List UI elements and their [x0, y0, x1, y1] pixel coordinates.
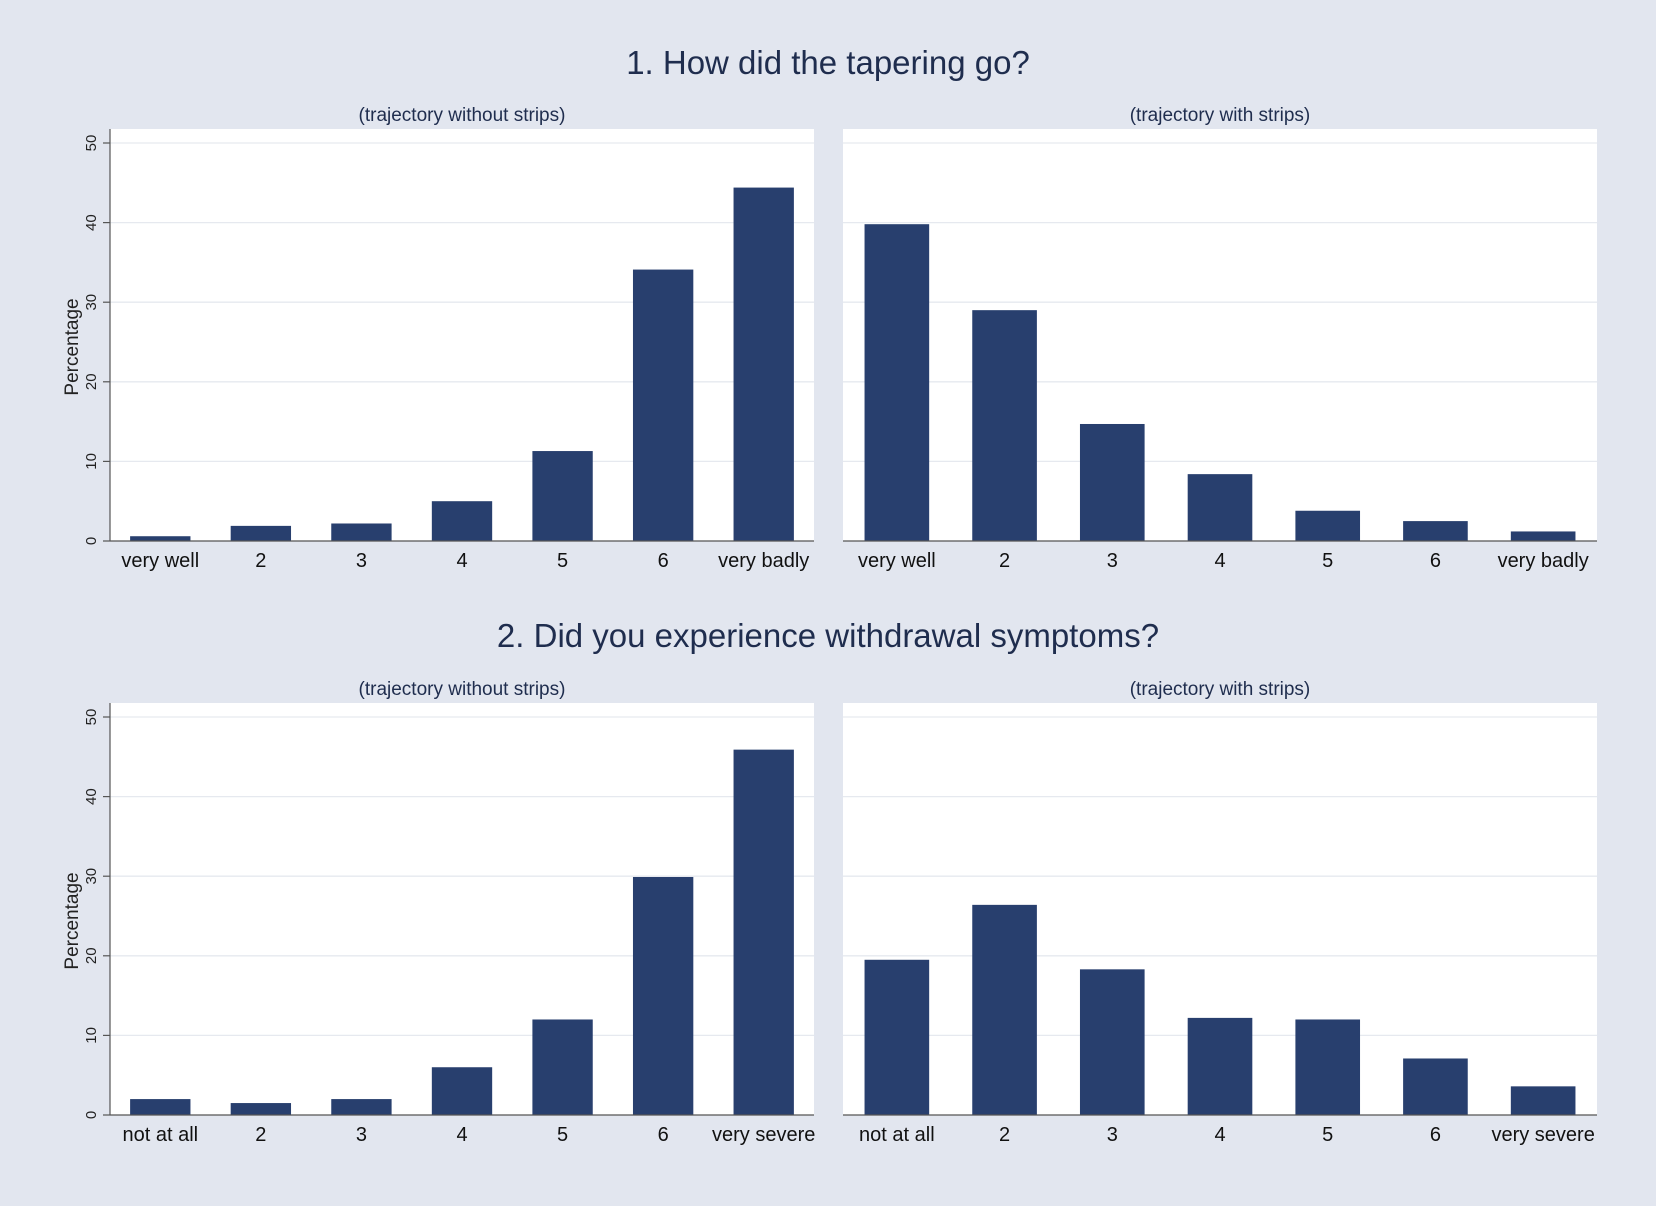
y-tick-label: 0 — [83, 537, 100, 545]
bar — [1079, 423, 1145, 541]
bar — [431, 501, 493, 541]
x-tick-label: 3 — [1107, 1124, 1118, 1146]
panel-subtitle: (trajectory with strips) — [1130, 105, 1311, 126]
bar — [1295, 510, 1361, 541]
x-tick-label: 5 — [557, 550, 568, 572]
bar — [864, 959, 930, 1115]
bar — [230, 1103, 292, 1115]
x-tick-label: 3 — [356, 550, 367, 572]
x-tick-label: 4 — [456, 1124, 467, 1146]
x-tick-label: very severe — [1491, 1124, 1594, 1146]
bar — [331, 1099, 392, 1115]
x-tick-label: 5 — [1322, 1124, 1333, 1146]
x-tick-label: 2 — [999, 550, 1010, 572]
x-tick-label: 6 — [1430, 1124, 1441, 1146]
group-title-1: 1. How did the tapering go? — [626, 44, 1030, 81]
bar — [532, 451, 593, 541]
x-tick-label: very badly — [718, 550, 809, 572]
y-tick-label: 40 — [83, 788, 100, 805]
bar — [1510, 531, 1576, 541]
bar — [130, 536, 191, 541]
y-tick-label: 20 — [83, 947, 100, 964]
x-tick-label: 5 — [1322, 550, 1333, 572]
bar — [1187, 1017, 1253, 1115]
x-tick-label: 2 — [255, 1124, 266, 1146]
x-tick-label: 6 — [658, 1124, 669, 1146]
y-tick-label: 10 — [83, 1027, 100, 1044]
bar — [1295, 1019, 1361, 1115]
chart-panel-tapering-with-strips: (trajectory with strips) very well 2 3 4 5 6 ve… — [843, 105, 1597, 572]
bar — [972, 904, 1037, 1115]
plot-area — [110, 129, 814, 541]
y-tick-label: 50 — [83, 709, 100, 726]
y-axis-title: Percentage — [62, 872, 83, 969]
bar — [632, 269, 694, 541]
bar — [733, 749, 794, 1115]
bar — [431, 1067, 493, 1115]
bar — [532, 1019, 593, 1115]
bar — [1403, 1058, 1468, 1115]
chart-panel-tapering-without-strips: (trajectory without strips) 0 10 20 30 40 50 Pe… — [62, 105, 814, 572]
x-tick-label: very well — [858, 550, 936, 572]
bar — [1079, 969, 1145, 1115]
x-tick-label: very badly — [1498, 550, 1589, 572]
bar — [1510, 1086, 1576, 1115]
plot-area — [110, 703, 814, 1115]
panel-subtitle: (trajectory with strips) — [1130, 679, 1311, 700]
x-tick-label: 3 — [356, 1124, 367, 1146]
x-tick-label: 6 — [1430, 550, 1441, 572]
x-tick-label: not at all — [859, 1124, 935, 1146]
x-tick-label: very severe — [712, 1124, 815, 1146]
bar — [1187, 474, 1253, 541]
panel-subtitle: (trajectory without strips) — [359, 105, 566, 126]
x-tick-label: 5 — [557, 1124, 568, 1146]
chart-panel-withdrawal-without-strips: (trajectory without strips) 0 10 20 30 40 50 Pe… — [62, 679, 815, 1146]
group-title-2: 2. Did you experience withdrawal symptom… — [497, 617, 1159, 654]
x-tick-label: 2 — [999, 1124, 1010, 1146]
x-tick-label: 6 — [658, 550, 669, 572]
y-tick-label: 30 — [83, 868, 100, 885]
bar — [864, 224, 930, 541]
y-tick-label: 50 — [83, 135, 100, 152]
y-tick-label: 30 — [83, 294, 100, 311]
bar — [331, 523, 392, 541]
x-tick-label: 2 — [255, 550, 266, 572]
bar — [230, 525, 292, 541]
bar — [130, 1099, 191, 1115]
y-tick-label: 40 — [83, 214, 100, 231]
bar — [733, 187, 794, 542]
y-tick-label: 10 — [83, 453, 100, 470]
bar — [1403, 521, 1468, 541]
x-tick-label: not at all — [122, 1124, 198, 1146]
y-tick-label: 20 — [83, 373, 100, 390]
x-tick-label: 4 — [1214, 1124, 1225, 1146]
chart-panel-withdrawal-with-strips: (trajectory with strips) not at all 2 3 4 5 6 v… — [843, 679, 1597, 1146]
x-tick-label: 3 — [1107, 550, 1118, 572]
panel-subtitle: (trajectory without strips) — [359, 679, 566, 700]
bar — [632, 876, 694, 1115]
x-tick-label: very well — [121, 550, 199, 572]
plot-area — [843, 129, 1597, 541]
y-tick-label: 0 — [83, 1111, 100, 1119]
x-tick-label: 4 — [1214, 550, 1225, 572]
x-tick-label: 4 — [456, 550, 467, 572]
bar — [972, 310, 1037, 541]
y-axis-title: Percentage — [62, 298, 83, 395]
